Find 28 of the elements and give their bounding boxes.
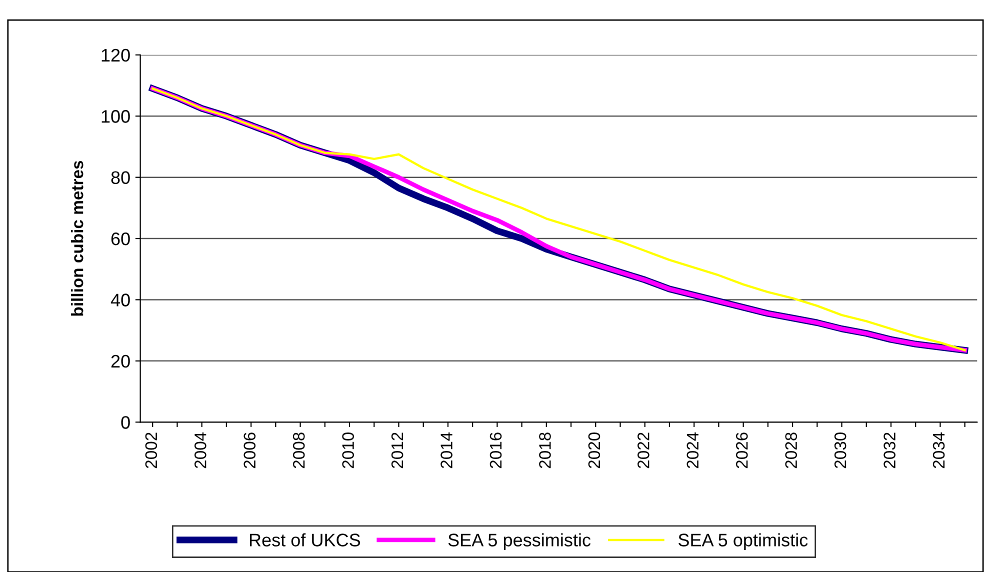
x-tick-label: 2008 [292,432,305,468]
y-tick-label: 40 [110,294,130,306]
x-tick-label: 2004 [194,432,206,468]
legend-label: SEA 5 optimistic [678,533,808,550]
legend-label: Rest of UKCS [250,533,360,546]
x-tick-label: 2032 [884,432,896,468]
y-tick-label: 80 [111,171,130,184]
y-axis-title: billion cubic metres [71,160,84,316]
x-tick-label: 2030 [834,432,846,468]
y-tick-label: 100 [102,110,130,123]
x-tick-label: 2002 [145,432,158,468]
x-tick-label: 2018 [539,432,551,468]
y-tick-label: 120 [102,48,130,62]
x-tick-label: 2010 [342,432,354,468]
y-tick-label: 60 [111,232,130,246]
x-tick-label: 2024 [686,432,699,468]
x-tick-label: 2034 [932,432,945,468]
x-tick-label: 2016 [490,432,502,468]
x-tick-label: 2014 [440,432,452,468]
x-tick-label: 2006 [244,432,256,468]
legend-label: SEA 5 pessimistic [448,533,591,550]
x-tick-label: 2028 [785,432,798,468]
x-tick-label: 2020 [588,432,600,468]
x-tick-label: 2022 [638,432,650,468]
x-tick-label: 2012 [391,432,404,468]
y-tick-label: 0 [121,416,130,429]
x-tick-label: 2026 [736,432,748,468]
y-tick-label: 20 [111,354,130,368]
